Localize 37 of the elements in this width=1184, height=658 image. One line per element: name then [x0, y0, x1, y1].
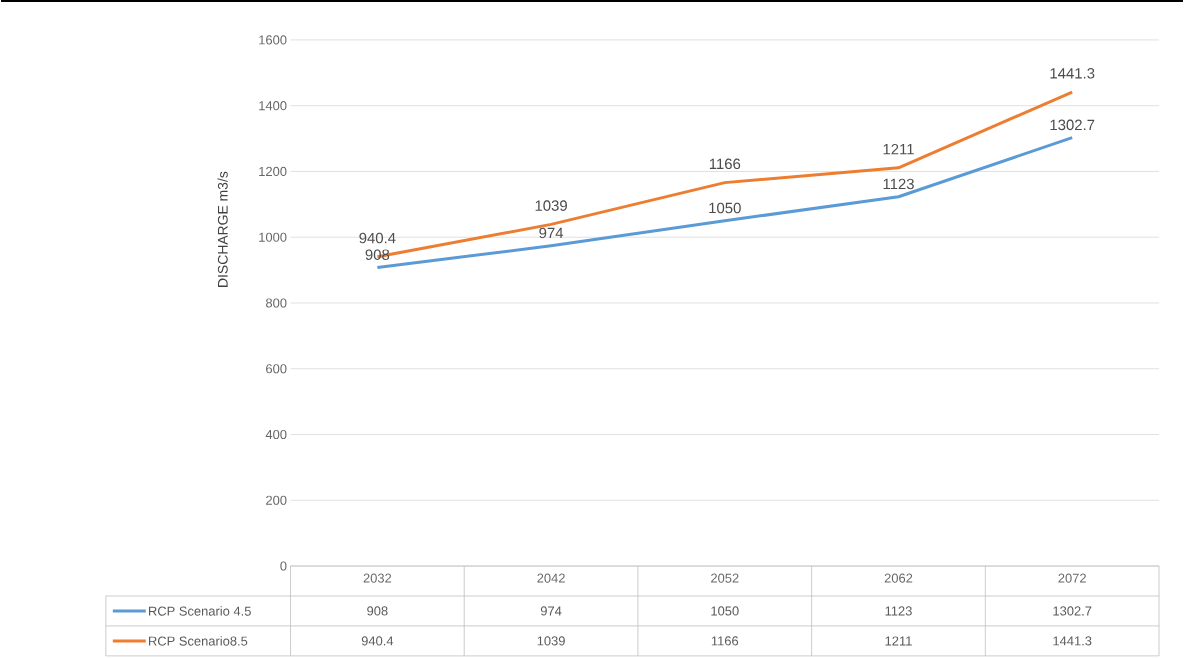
x-tick-label: 2032 [363, 573, 392, 583]
y-tick-label: 1200 [259, 166, 287, 177]
data-label: 1302.7 [1053, 606, 1092, 616]
text: 1211 [883, 143, 914, 155]
data-label: 908 [367, 606, 388, 616]
text: 1441.3 [1050, 68, 1095, 79]
data-label: 1166 [711, 636, 739, 646]
text: 1302.7 [1050, 119, 1095, 131]
y-tick-label: 1400 [259, 101, 287, 111]
y-tick-label: 800 [265, 298, 287, 308]
x-tick-label: 2062 [884, 573, 913, 583]
x-tick-label: 2042 [537, 573, 565, 583]
legend-label: RCP Scenario 4.5 [149, 606, 251, 616]
y-tick-label: 1000 [259, 232, 287, 242]
text: 940.4 [359, 232, 396, 244]
text: 1039 [535, 200, 567, 211]
y-axis-title: DISCHARGE m3/s [217, 171, 228, 287]
x-tick-label: 2072 [1058, 573, 1086, 583]
data-label: 974 [540, 606, 562, 616]
data-label: 1039 [537, 636, 565, 646]
text: 1123 [883, 178, 914, 190]
text: 1050 [709, 202, 741, 214]
y-tick-label: 0 [280, 561, 287, 571]
x-tick-label: 2052 [711, 573, 739, 583]
y-tick-label: 400 [265, 429, 287, 440]
text: 974 [539, 227, 564, 239]
text: 908 [365, 249, 390, 261]
data-label: 1123 [885, 606, 912, 616]
y-tick-label: 200 [266, 495, 287, 505]
data-label: 1050 [711, 606, 739, 616]
text: 1166 [709, 158, 741, 170]
legend-label: RCP Scenario8.5 [149, 636, 248, 646]
data-label: 940.4 [361, 636, 394, 646]
y-tick-label: 600 [266, 364, 287, 374]
y-tick-label: 1600 [259, 35, 287, 45]
data-label: 1441.3 [1053, 636, 1092, 646]
data-label: 1211 [885, 636, 912, 646]
